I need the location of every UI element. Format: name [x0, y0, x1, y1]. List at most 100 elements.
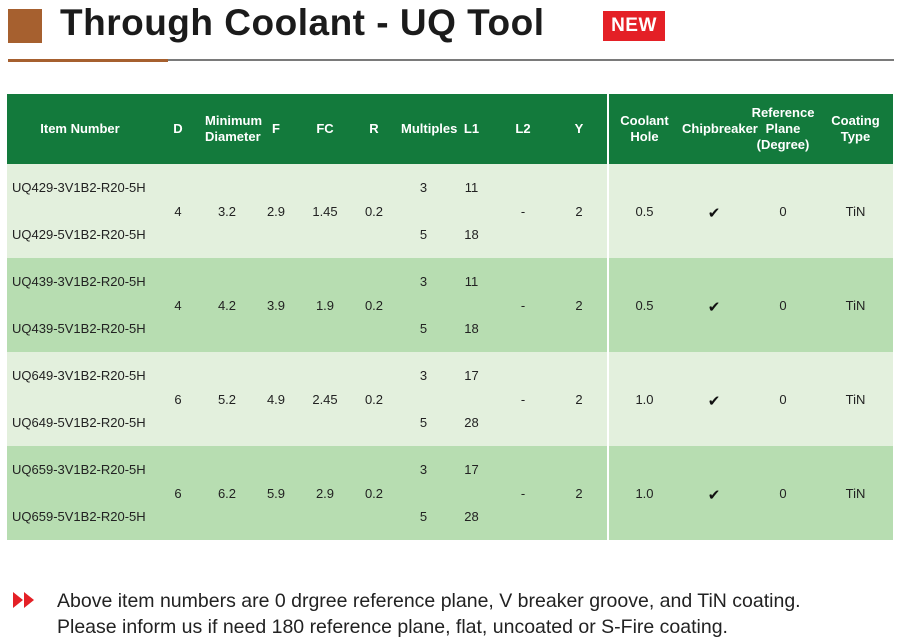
item-number: UQ439-5V1B2-R20-5H: [7, 305, 153, 352]
cell-coolant-hole: 0.5: [608, 258, 680, 352]
table-group-uq429: UQ429-3V1B2-R20-5H 4 3.2 2.9 1.45 0.2 3 …: [7, 164, 893, 258]
col-header-l2: L2: [495, 94, 551, 164]
cell-r: 0.2: [349, 258, 399, 352]
cell-f: 2.9: [251, 164, 301, 258]
cell-d: 6: [153, 446, 203, 540]
table-group-uq439: UQ439-3V1B2-R20-5H 4 4.2 3.9 1.9 0.2 3 1…: [7, 258, 893, 352]
cell-reference-plane: 0: [748, 446, 818, 540]
cell-minimum-diameter: 3.2: [203, 164, 251, 258]
cell-fc: 1.45: [301, 164, 349, 258]
item-number: UQ429-3V1B2-R20-5H: [7, 164, 153, 211]
cell-reference-plane: 0: [748, 164, 818, 258]
item-number: UQ659-5V1B2-R20-5H: [7, 493, 153, 540]
cell-f: 4.9: [251, 352, 301, 446]
cell-fc: 1.9: [301, 258, 349, 352]
table-row: UQ649-3V1B2-R20-5H 6 5.2 4.9 2.45 0.2 3 …: [7, 352, 893, 446]
cell-l1: 28: [448, 399, 495, 446]
cell-y: 2: [551, 164, 609, 258]
check-icon: ✔: [707, 299, 721, 316]
cell-reference-plane: 0: [748, 258, 818, 352]
cell-f: 5.9: [251, 446, 301, 540]
title-divider: [8, 59, 894, 61]
cell-multiples: 5: [399, 211, 448, 258]
table-row: UQ429-5V1B2-R20-5H 5 18: [7, 211, 893, 258]
item-number: UQ649-5V1B2-R20-5H: [7, 399, 153, 446]
col-header-item-number: Item Number: [7, 94, 153, 164]
cell-multiples: 5: [399, 305, 448, 352]
col-header-reference-plane: Reference Plane (Degree): [748, 94, 818, 164]
cell-y: 2: [551, 352, 609, 446]
cell-fc: 2.45: [301, 352, 349, 446]
check-icon: ✔: [707, 487, 721, 504]
cell-l1: 18: [448, 211, 495, 258]
cell-l1: 11: [448, 164, 495, 211]
cell-l2: -: [495, 258, 551, 352]
col-header-y: Y: [551, 94, 609, 164]
cell-l2: -: [495, 352, 551, 446]
cell-l2: -: [495, 164, 551, 258]
cell-chipbreaker: ✔: [680, 446, 748, 540]
cell-r: 0.2: [349, 164, 399, 258]
cell-d: 4: [153, 164, 203, 258]
table-group-uq659: UQ659-3V1B2-R20-5H 6 6.2 5.9 2.9 0.2 3 1…: [7, 446, 893, 540]
cell-y: 2: [551, 258, 609, 352]
cell-y: 2: [551, 446, 609, 540]
cell-chipbreaker: ✔: [680, 258, 748, 352]
table-row: UQ439-3V1B2-R20-5H 4 4.2 3.9 1.9 0.2 3 1…: [7, 258, 893, 352]
item-number: UQ649-3V1B2-R20-5H: [7, 352, 153, 399]
cell-l1: 11: [448, 258, 495, 305]
cell-multiples: 5: [399, 493, 448, 540]
col-header-f: F: [251, 94, 301, 164]
page-title: Through Coolant - UQ Tool: [60, 2, 545, 43]
cell-coating-type: TiN: [818, 164, 893, 258]
title-divider-accent: [8, 59, 168, 62]
col-header-coating-type: Coating Type: [818, 94, 893, 164]
table-header-row: Item Number D Minimum Diameter F FC R Mul…: [7, 94, 893, 164]
item-number: UQ429-5V1B2-R20-5H: [7, 211, 153, 258]
item-number: UQ659-3V1B2-R20-5H: [7, 446, 153, 493]
cell-l1: 28: [448, 493, 495, 540]
table-row: UQ439-5V1B2-R20-5H 5 18: [7, 305, 893, 352]
cell-l1: 17: [448, 446, 495, 493]
cell-multiples: 3: [399, 352, 448, 399]
cell-chipbreaker: ✔: [680, 164, 748, 258]
table-row: UQ429-3V1B2-R20-5H 4 3.2 2.9 1.45 0.2 3 …: [7, 164, 893, 258]
cell-reference-plane: 0: [748, 352, 818, 446]
cell-coolant-hole: 1.0: [608, 446, 680, 540]
new-badge: NEW: [603, 11, 665, 41]
col-header-r: R: [349, 94, 399, 164]
footnote-line-2: Please inform us if need 180 reference p…: [57, 616, 728, 638]
table-group-uq649: UQ649-3V1B2-R20-5H 6 5.2 4.9 2.45 0.2 3 …: [7, 352, 893, 446]
cell-f: 3.9: [251, 258, 301, 352]
cell-coating-type: TiN: [818, 352, 893, 446]
col-header-coolant-hole: Coolant Hole: [608, 94, 680, 164]
table-row: UQ659-3V1B2-R20-5H 6 6.2 5.9 2.9 0.2 3 1…: [7, 446, 893, 540]
col-header-fc: FC: [301, 94, 349, 164]
cell-l1: 18: [448, 305, 495, 352]
cell-multiples: 3: [399, 258, 448, 305]
spec-table: Item Number D Minimum Diameter F FC R Mul…: [7, 94, 893, 540]
cell-chipbreaker: ✔: [680, 352, 748, 446]
check-icon: ✔: [707, 205, 721, 222]
cell-l1: 17: [448, 352, 495, 399]
col-header-l1: L1: [448, 94, 495, 164]
cell-r: 0.2: [349, 446, 399, 540]
cell-l2: -: [495, 446, 551, 540]
table-row: UQ649-5V1B2-R20-5H 5 28: [7, 399, 893, 446]
cell-coating-type: TiN: [818, 258, 893, 352]
cell-fc: 2.9: [301, 446, 349, 540]
cell-multiples: 3: [399, 446, 448, 493]
item-number: UQ439-3V1B2-R20-5H: [7, 258, 153, 305]
footnote-line-1: Above item numbers are 0 drgree referenc…: [57, 590, 801, 612]
table-row: UQ659-5V1B2-R20-5H 5 28: [7, 493, 893, 540]
check-icon: ✔: [707, 393, 721, 410]
cell-minimum-diameter: 5.2: [203, 352, 251, 446]
cell-minimum-diameter: 6.2: [203, 446, 251, 540]
cell-r: 0.2: [349, 352, 399, 446]
cell-minimum-diameter: 4.2: [203, 258, 251, 352]
cell-d: 4: [153, 258, 203, 352]
col-header-multiples: Multiples: [399, 94, 457, 164]
cell-multiples: 5: [399, 399, 448, 446]
title-square-icon: [8, 9, 42, 43]
col-header-chipbreaker: Chipbreaker: [680, 94, 758, 164]
